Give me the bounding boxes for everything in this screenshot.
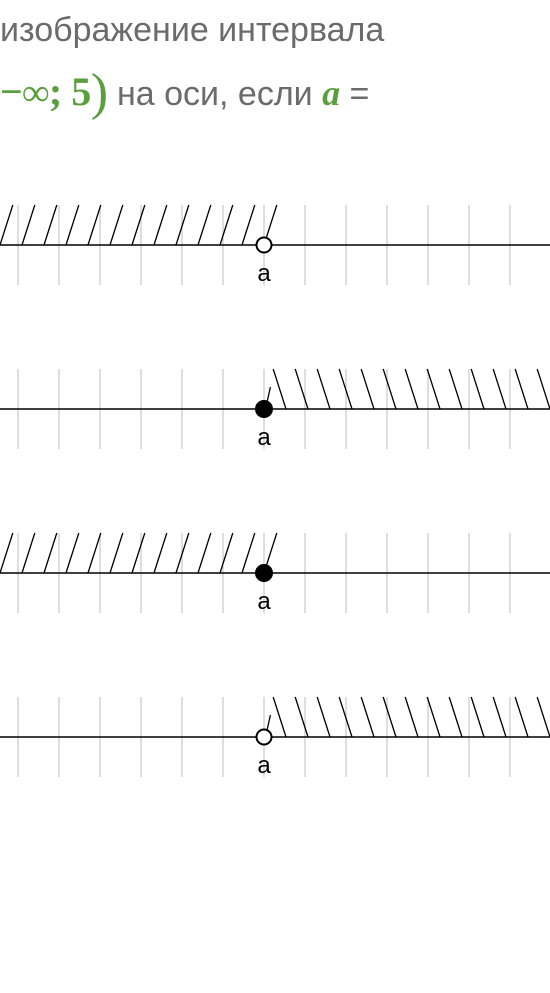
axis-point-label: a (257, 424, 271, 451)
axis-option-2[interactable]: a (0, 357, 550, 475)
question-line-1: изображение интервала (0, 6, 550, 55)
interval-semicolon: ; (49, 69, 62, 114)
variable-a: a (322, 73, 340, 113)
axis-option-4[interactable]: a (0, 685, 550, 803)
axis-option-3[interactable]: a (0, 521, 550, 639)
minus-sign: − (0, 69, 22, 114)
question-between-text: на оси, если (108, 75, 323, 113)
interval-right-value: 5 (71, 69, 91, 114)
axis-option-1[interactable]: a (0, 193, 550, 311)
interval-close-paren: ) (91, 64, 108, 121)
answer-options: a a a a (0, 193, 550, 803)
question-line-2: −∞; 5) на оси, если a = (0, 55, 550, 130)
axis-point-label: a (257, 752, 271, 779)
question-text: изображение интервала −∞; 5) на оси, есл… (0, 0, 550, 131)
axis-point-label: a (257, 588, 271, 615)
infinity-symbol: ∞ (22, 72, 49, 114)
axis-point-label: a (257, 260, 271, 287)
interval-expression: −∞; 5) (0, 69, 108, 114)
question-tail-text: = (340, 75, 369, 113)
